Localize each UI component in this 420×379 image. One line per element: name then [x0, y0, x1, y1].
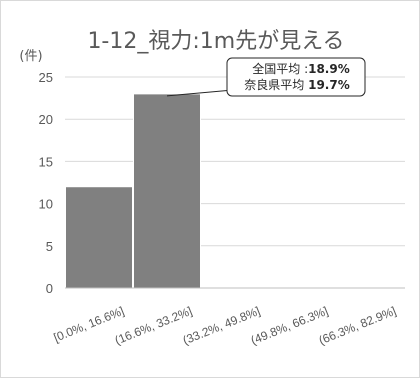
y-tick-labels: 0 5 10 15 20 25 [39, 70, 53, 296]
y-tick-label-2: 10 [39, 197, 53, 212]
callout-line-national: 全国平均 :18.9% [252, 61, 350, 76]
bars [65, 93, 201, 289]
x-tick-label-4: (66.3%, 82.9%] [317, 304, 398, 348]
y-axis-unit: (件) [19, 49, 42, 64]
bar-0 [65, 186, 133, 289]
x-tick-label-2: (33.2%, 49.8%] [181, 304, 262, 348]
callout-nara-label: 奈良県平均 [244, 77, 308, 92]
y-tick-label-3: 15 [39, 154, 53, 169]
chart-title: 1-12_視力:1m先が見える [87, 29, 344, 54]
callout-box [226, 57, 366, 97]
y-tick-label-0: 0 [46, 281, 53, 296]
callout-national-value: 18.9% [308, 62, 350, 76]
callout-line-nara: 奈良県平均 19.7% [244, 77, 349, 92]
y-tick-label-4: 20 [39, 112, 53, 127]
y-tick-label-5: 25 [39, 70, 53, 85]
x-tick-labels: [0.0%, 16.6%](16.6%, 33.2%](33.2%, 49.8%… [52, 304, 399, 348]
x-tick-label-3: (49.8%, 66.3%] [249, 304, 330, 348]
x-tick-label-1: (16.6%, 33.2%] [113, 304, 194, 348]
callout-nara-value: 19.7% [308, 78, 350, 92]
callout-leader [166, 89, 234, 97]
callout: 全国平均 :18.9% 奈良県平均 19.7% [166, 57, 366, 97]
callout-national-label: 全国平均 : [252, 61, 308, 76]
bar-1 [133, 93, 201, 289]
y-tick-label-1: 5 [46, 239, 53, 254]
